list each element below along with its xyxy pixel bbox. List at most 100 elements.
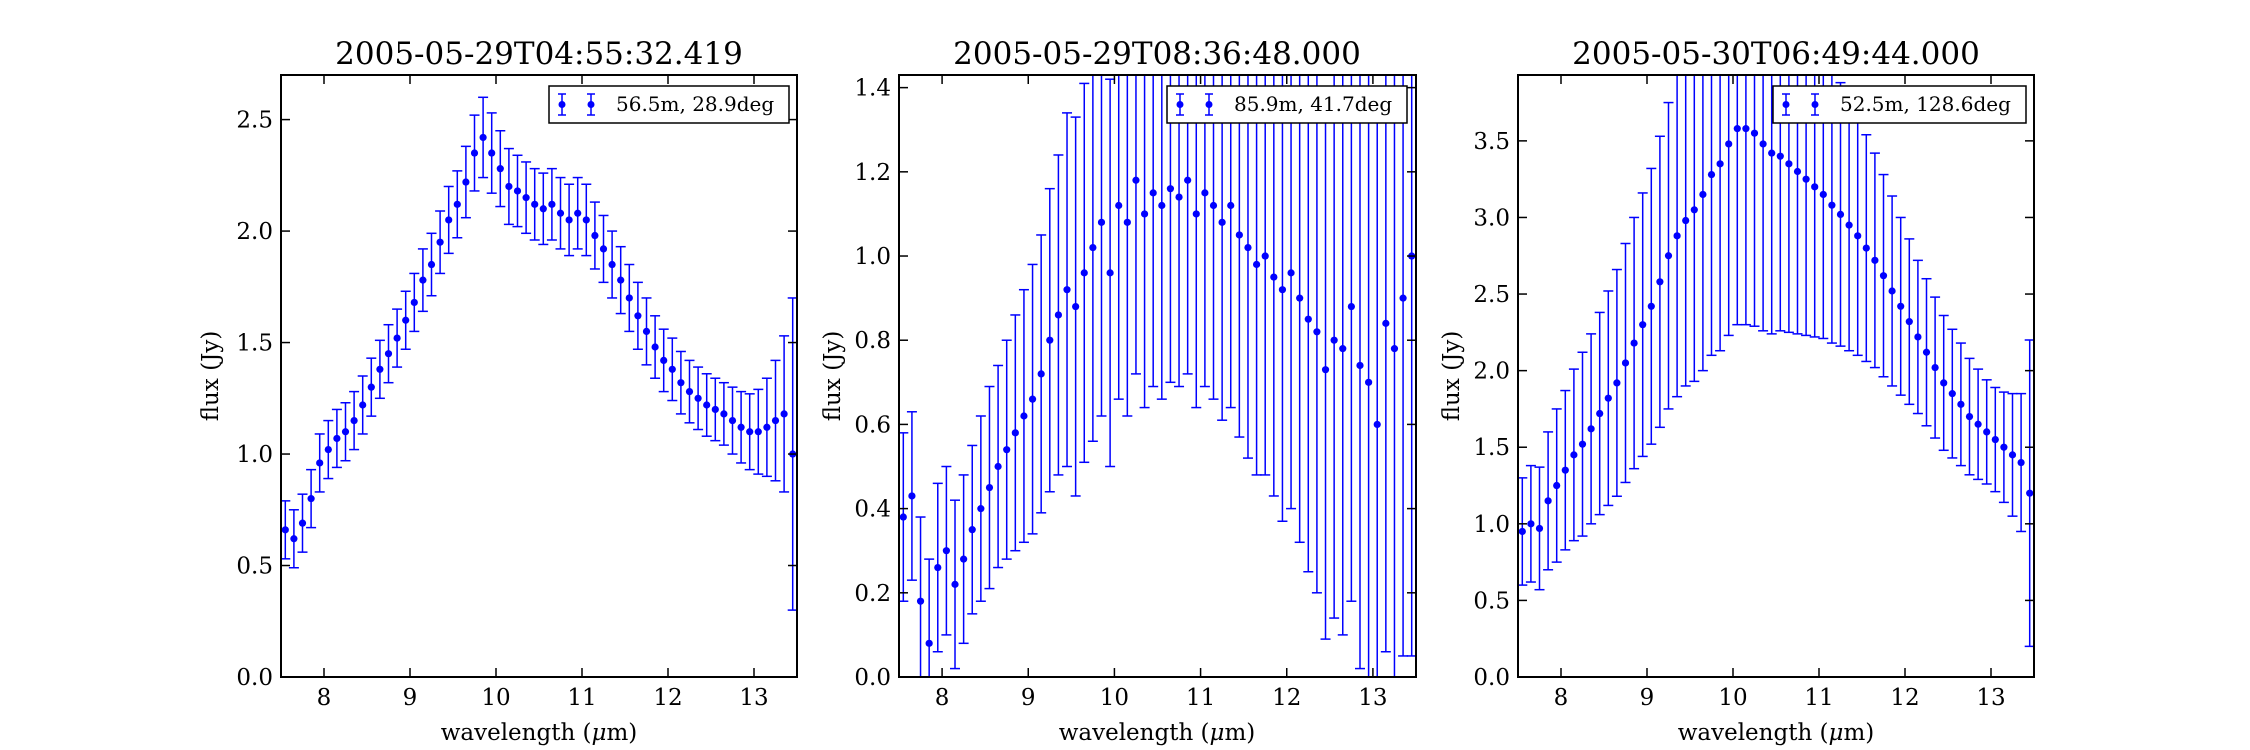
data-point: [2017, 458, 2025, 467]
data-point: [625, 294, 633, 302]
data-point: [1373, 420, 1381, 429]
data-point: [1192, 210, 1200, 218]
y-tick-label: 0.2: [854, 581, 891, 607]
data-point: [462, 178, 470, 186]
data-point: [1544, 497, 1552, 505]
data-point: [977, 505, 985, 513]
data-point: [281, 526, 289, 534]
data-point: [574, 209, 582, 217]
data-point: [1175, 193, 1183, 201]
data-point: [1819, 190, 1827, 199]
data-point: [1957, 400, 1965, 408]
data-point: [685, 388, 694, 396]
data-point: [985, 483, 994, 492]
data-point: [1561, 466, 1569, 474]
data-point: [746, 428, 754, 436]
data-point: [2008, 451, 2017, 459]
axes-frame: [898, 74, 1417, 678]
data-point: [505, 182, 513, 191]
y-tick-label: 0.8: [854, 328, 891, 354]
data-point: [1793, 167, 1802, 176]
data-point: [445, 216, 453, 224]
data-point: [350, 416, 358, 425]
data-point: [539, 205, 547, 213]
data-point: [298, 519, 307, 527]
data-point: [771, 416, 780, 425]
data-point: [677, 379, 685, 387]
subplot-2: 2005-05-29T08:36:48.000 8 9 10 11 12 13 0.00.…: [820, 36, 1417, 746]
data-point: [1570, 451, 1578, 459]
data-point: [1270, 273, 1278, 281]
data-point: [307, 495, 315, 503]
subplot-3: 2005-05-30T06:49:44.000 8 9 10 11 12 13 0.00.…: [1439, 36, 2035, 746]
data-point: [1699, 190, 1707, 199]
x-tick-label: 13: [739, 685, 768, 711]
data-point: [1888, 287, 1896, 295]
y-tick-label: 0.5: [236, 554, 273, 580]
data-point: [1244, 244, 1252, 252]
data-point: [2026, 489, 2034, 497]
data-point: [1037, 370, 1045, 378]
data-point: [754, 428, 762, 436]
data-point: [651, 343, 659, 351]
data-point: [1252, 260, 1261, 269]
data-point: [1690, 206, 1698, 214]
data-point: [711, 405, 719, 414]
data-point: [582, 216, 590, 224]
data-point: [1776, 152, 1784, 160]
data-point: [565, 216, 573, 224]
y-tick-label: 0.0: [236, 665, 273, 691]
data-point: [1518, 527, 1526, 536]
x-tick-label: 9: [1021, 685, 1036, 711]
data-point: [1931, 363, 1939, 372]
data-point: [1261, 252, 1269, 260]
data-point: [1080, 269, 1088, 277]
data-point: [1836, 210, 1845, 218]
data-points: [1518, 125, 2034, 536]
data-point: [1768, 149, 1776, 157]
data-point: [1028, 395, 1037, 403]
data-point: [1750, 129, 1759, 137]
y-tick-label: 3.5: [1473, 129, 1510, 155]
legend: 56.5m, 28.9deg: [548, 85, 790, 124]
data-point: [513, 187, 522, 195]
y-tick-label: 2.0: [236, 219, 273, 245]
data-point: [1330, 336, 1338, 344]
data-point: [703, 401, 711, 409]
data-point: [1897, 302, 1905, 310]
y-ticks: 0.0 0.2 0.4 0.6 0.8 1.0 1.2 1.4: [854, 76, 1416, 691]
data-point: [548, 200, 556, 208]
data-point: [1304, 315, 1312, 323]
data-point: [1905, 318, 1913, 326]
data-point: [402, 316, 410, 324]
y-tick-label: 1.0: [1473, 512, 1510, 538]
data-point: [1707, 170, 1716, 179]
data-point: [1948, 390, 1956, 398]
data-point: [1140, 210, 1149, 218]
x-tick-label: 11: [1186, 685, 1215, 711]
x-tick-label: 11: [1804, 685, 1833, 711]
data-point: [968, 526, 976, 534]
subplot-1: 2005-05-29T04:55:32.419 8 9 10 11 12 13 0.00.…: [198, 36, 798, 746]
data-point: [1716, 160, 1724, 168]
data-point: [1991, 435, 1999, 444]
y-tick-label: 2.5: [236, 108, 273, 134]
data-point: [531, 200, 539, 208]
x-tick-label: 12: [1272, 685, 1301, 711]
y-axis-label: flux (Jy): [1439, 331, 1465, 422]
data-point: [608, 260, 616, 269]
data-point: [1647, 302, 1655, 310]
data-point: [1356, 361, 1364, 370]
data-point: [367, 383, 375, 391]
data-point: [1046, 336, 1054, 344]
data-point: [1879, 272, 1888, 280]
data-point: [634, 312, 642, 320]
data-point: [1639, 321, 1647, 329]
y-tick-label: 0.0: [854, 665, 891, 691]
axes-frame: [280, 74, 798, 678]
legend-label: 52.5m, 128.6deg: [1840, 92, 2011, 116]
y-tick-label: 1.0: [236, 442, 273, 468]
data-point: [2000, 443, 2008, 451]
data-point: [1828, 201, 1836, 209]
